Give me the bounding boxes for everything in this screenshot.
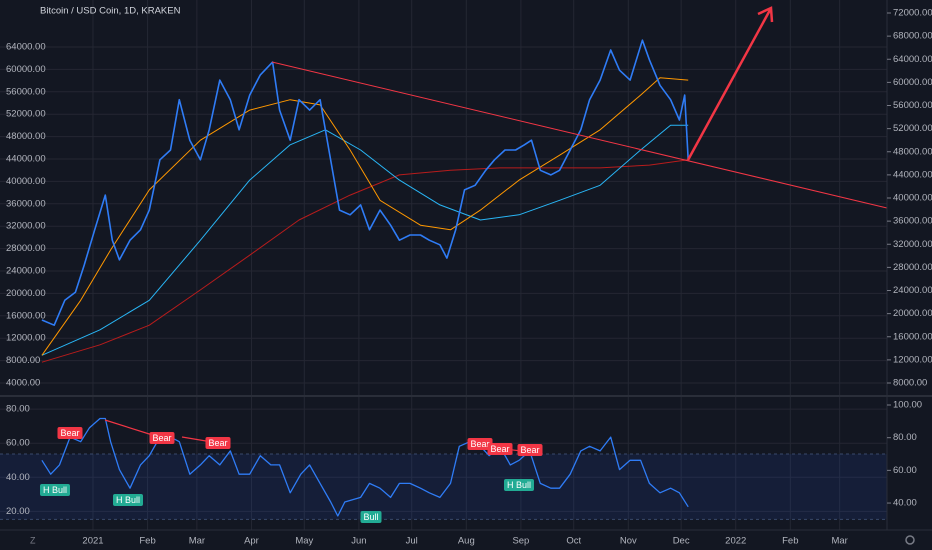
x-tick-label: Jun bbox=[351, 536, 366, 547]
series-line bbox=[41, 417, 689, 517]
x-tick-label: 2021 bbox=[82, 536, 103, 547]
x-tick-label: Sep bbox=[512, 536, 529, 547]
x-tick-label: Dec bbox=[673, 536, 690, 547]
y-tick-label: 56000.00 bbox=[6, 86, 46, 97]
y2-tick-label: 24000.00 bbox=[893, 285, 932, 296]
y2-tick-label: 64000.00 bbox=[893, 54, 932, 65]
trend-line bbox=[271, 61, 888, 209]
chart-title: Bitcoin / USD Coin, 1D, KRAKEN bbox=[40, 6, 181, 17]
series-line bbox=[41, 39, 689, 326]
grid-layer bbox=[0, 0, 887, 530]
x-tick-label: Aug bbox=[458, 536, 475, 547]
x-tick-label: Apr bbox=[244, 536, 259, 547]
series-line bbox=[41, 124, 689, 356]
y2-tick-label: 52000.00 bbox=[893, 123, 932, 134]
divergence-label: H Bull bbox=[43, 485, 67, 495]
y-tick-label: 48000.00 bbox=[6, 131, 46, 142]
series-line bbox=[41, 159, 689, 363]
x-tick-label: Mar bbox=[189, 536, 205, 547]
divergence-tag bbox=[205, 437, 231, 449]
band bbox=[0, 454, 887, 520]
x-tick-label: Feb bbox=[782, 536, 798, 547]
divergence-label: Bear bbox=[520, 445, 539, 455]
y-tick-label: 20.00 bbox=[6, 506, 30, 517]
x-tick-label: Jul bbox=[406, 536, 418, 547]
divergence-tag bbox=[517, 444, 543, 456]
divergence-tag bbox=[503, 479, 535, 491]
divergence-tag bbox=[112, 494, 144, 506]
line-layer bbox=[41, 39, 689, 517]
divergence-label: Bear bbox=[470, 439, 489, 449]
divergence-label: Bull bbox=[363, 512, 378, 522]
y2-tick-label: 48000.00 bbox=[893, 146, 932, 157]
divergence-label: Bear bbox=[152, 433, 171, 443]
y2-tick-label: 40.00 bbox=[893, 498, 917, 509]
divergence-label: Bear bbox=[208, 438, 227, 448]
y-tick-label: 44000.00 bbox=[6, 154, 46, 165]
divergence-label: Bear bbox=[490, 444, 509, 454]
series-line bbox=[41, 77, 689, 356]
divergence-tag bbox=[487, 443, 513, 455]
divergence-tag bbox=[360, 511, 382, 523]
settings-icon[interactable] bbox=[905, 535, 915, 545]
y-tick-label: 12000.00 bbox=[6, 333, 46, 344]
divergence-tag bbox=[149, 432, 175, 444]
y-tick-label: 40000.00 bbox=[6, 176, 46, 187]
y-tick-label: 16000.00 bbox=[6, 310, 46, 321]
divergence-tag bbox=[467, 438, 493, 450]
y2-tick-label: 72000.00 bbox=[893, 8, 932, 19]
divergence-label: Bear bbox=[60, 428, 79, 438]
y-tick-label: 20000.00 bbox=[6, 288, 46, 299]
y2-tick-label: 100.00 bbox=[893, 400, 922, 411]
y-tick-label: 32000.00 bbox=[6, 221, 46, 232]
y2-tick-label: 40000.00 bbox=[893, 193, 932, 204]
y2-tick-label: 60.00 bbox=[893, 465, 917, 476]
x-tick-label: May bbox=[295, 536, 313, 547]
y2-tick-label: 68000.00 bbox=[893, 31, 932, 42]
y2-tick-label: 16000.00 bbox=[893, 331, 932, 342]
y2-tick-label: 36000.00 bbox=[893, 216, 932, 227]
y-tick-label: 40.00 bbox=[6, 472, 30, 483]
y2-tick-label: 44000.00 bbox=[893, 169, 932, 180]
x-tick-label: 2022 bbox=[725, 536, 746, 547]
y-tick-label: 24000.00 bbox=[6, 266, 46, 277]
band-layer bbox=[0, 453, 887, 520]
divergence-label: H Bull bbox=[116, 495, 140, 505]
y-tick-label: 28000.00 bbox=[6, 243, 46, 254]
divergence-tag bbox=[57, 427, 83, 439]
y-tick-label: 60000.00 bbox=[6, 64, 46, 75]
y-tick-label: 4000.00 bbox=[6, 378, 40, 389]
x-tick-label: Nov bbox=[620, 536, 637, 547]
forecast-arrow-head bbox=[757, 6, 774, 23]
y2-tick-label: 8000.00 bbox=[893, 378, 927, 389]
y2-tick-label: 60000.00 bbox=[893, 77, 932, 88]
y2-tick-label: 28000.00 bbox=[893, 262, 932, 273]
y-tick-label: 60.00 bbox=[6, 438, 30, 449]
axis-layer: 4000.00 8000.00 12000.00 16000.00 20000.00 24… bbox=[6, 8, 932, 547]
y2-tick-label: 80.00 bbox=[893, 432, 917, 443]
y2-tick-label: 56000.00 bbox=[893, 100, 932, 111]
y-tick-label: 52000.00 bbox=[6, 109, 46, 120]
y2-tick-label: 20000.00 bbox=[893, 308, 932, 319]
y-tick-label: 64000.00 bbox=[6, 42, 46, 53]
y-tick-label: 8000.00 bbox=[6, 355, 40, 366]
x-tick-label: Oct bbox=[566, 536, 581, 547]
zoom-icon[interactable]: Z bbox=[30, 535, 36, 545]
forecast-arrow bbox=[686, 9, 772, 161]
divergence-label: H Bull bbox=[507, 480, 531, 490]
y-tick-label: 80.00 bbox=[6, 404, 30, 415]
x-tick-label: Feb bbox=[139, 536, 155, 547]
y-tick-label: 36000.00 bbox=[6, 198, 46, 209]
y2-tick-label: 32000.00 bbox=[893, 239, 932, 250]
divergence-tag bbox=[39, 484, 71, 496]
x-tick-label: Mar bbox=[831, 536, 847, 547]
y2-tick-label: 12000.00 bbox=[893, 354, 932, 365]
